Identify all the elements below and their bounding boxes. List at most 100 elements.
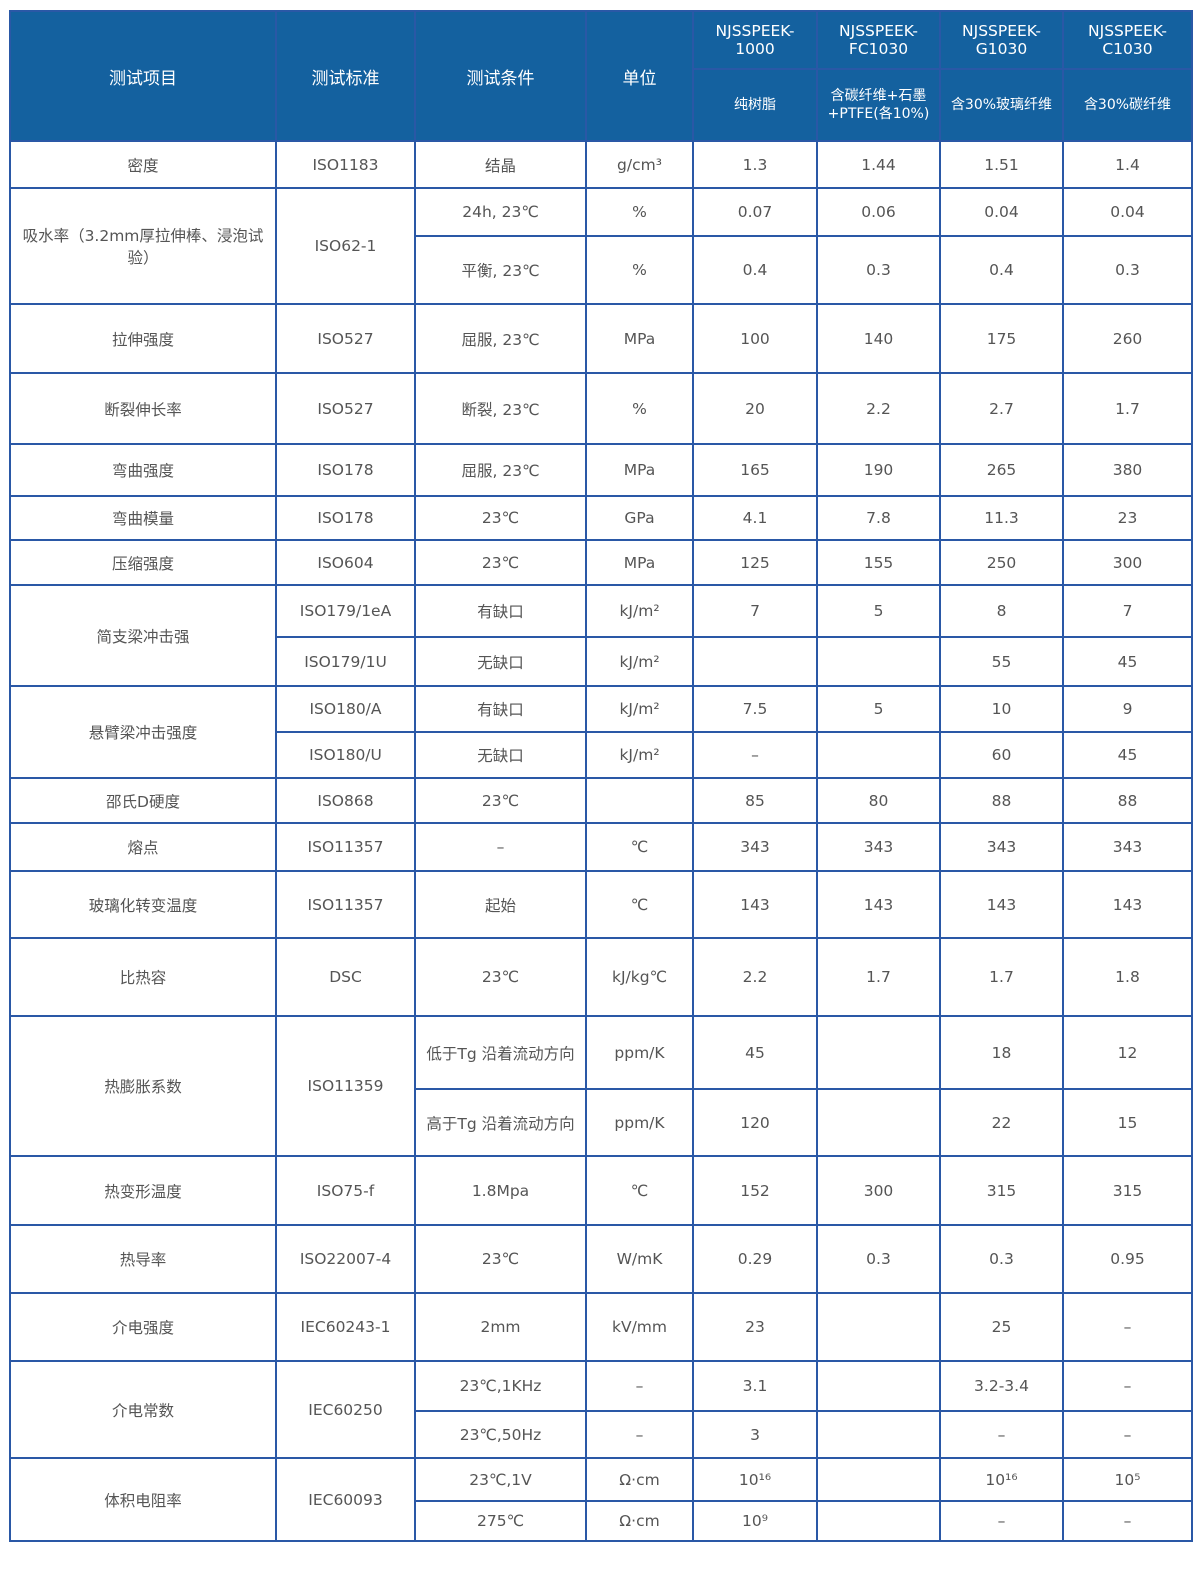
value-cell: 100 [692,303,818,374]
unit-cell: MPa [585,443,694,497]
unit-cell: Ω·cm [585,1457,694,1502]
table-row: 简支梁冲击强 ISO179/1eA 有缺口 kJ/m² 7 5 8 7 [9,584,1193,687]
table-row: 密度 ISO1183 结晶 g/cm³ 1.3 1.44 1.51 1.4 [9,140,1193,189]
header-grade-name: NJSSPEEK-1000 [692,10,818,70]
unit-cell: % [585,187,694,237]
value-cell: 1.7 [1062,372,1193,445]
value-cell [816,1410,941,1459]
value-cell: 7 [1062,584,1193,638]
value-cell: 4.1 [692,495,818,541]
header-item: 测试项目 [9,10,277,142]
standard-cell: ISO11359 [275,1015,416,1157]
value-cell: 10⁹ [692,1500,818,1542]
test-item-cell: 热膨胀系数 [9,1015,277,1157]
table-row: 拉伸强度 ISO527 屈服, 23℃ MPa 100 140 175 260 [9,303,1193,374]
header-unit: 单位 [585,10,694,142]
value-cell: – [939,1410,1064,1459]
value-cell: 260 [1062,303,1193,374]
unit-cell: kV/mm [585,1292,694,1362]
test-item-cell: 比热容 [9,937,277,1017]
value-cell: 165 [692,443,818,497]
header-condition: 测试条件 [414,10,587,142]
unit-cell: ℃ [585,870,694,939]
value-cell: 0.07 [692,187,818,237]
standard-cell: ISO527 [275,372,416,445]
value-cell: 0.95 [1062,1224,1193,1294]
test-item-cell: 热导率 [9,1224,277,1294]
value-cell: 0.4 [939,235,1064,305]
unit-cell: ppm/K [585,1015,694,1090]
value-cell: 3.1 [692,1360,818,1412]
standard-cell: ISO75-f [275,1155,416,1226]
table-row: 弯曲模量 ISO178 23℃ GPa 4.1 7.8 11.3 23 [9,495,1193,541]
test-item-cell: 弯曲强度 [9,443,277,497]
table-row: 体积电阻率 IEC60093 23℃,1V Ω·cm 10¹⁶ 10¹⁶ 10⁵ [9,1457,1193,1542]
table-row: 悬臂梁冲击强度 ISO180/A 有缺口 kJ/m² 7.5 5 10 9 [9,685,1193,779]
standard-cell: ISO868 [275,777,416,824]
value-cell: 5 [816,685,941,733]
condition-cell: 275℃ [414,1500,587,1542]
unit-cell [585,777,694,824]
value-cell: 25 [939,1292,1064,1362]
value-cell: 45 [1062,731,1193,779]
header-grade-name: NJSSPEEK-FC1030 [816,10,941,70]
test-item-cell: 弯曲模量 [9,495,277,541]
value-cell: 10⁵ [1062,1457,1193,1502]
table-row: 介电常数 IEC60250 23℃,1KHz –3.1 3.2-3.4– [9,1360,1193,1459]
value-cell: 265 [939,443,1064,497]
value-cell: 2.2 [816,372,941,445]
value-cell: 10 [939,685,1064,733]
value-cell: 343 [1062,822,1193,872]
value-cell: 18 [939,1015,1064,1090]
value-cell: 0.04 [939,187,1064,237]
condition-cell: 24h, 23℃ [414,187,587,237]
value-cell: 1.8 [1062,937,1193,1017]
value-cell: 2.7 [939,372,1064,445]
header-standard: 测试标准 [275,10,416,142]
value-cell: 3 [692,1410,818,1459]
value-cell: 140 [816,303,941,374]
test-item-cell: 熔点 [9,822,277,872]
table-row: 断裂伸长率 ISO527 断裂, 23℃% 20 2.2 2.7 1.7 [9,372,1193,445]
value-cell: 88 [1062,777,1193,824]
header-grade-name: NJSSPEEK-C1030 [1062,10,1193,70]
test-item-cell: 介电强度 [9,1292,277,1362]
standard-cell: ISO179/1eA [275,584,416,638]
header-grade-desc: 含碳纤维+石墨+PTFE(各10%) [816,68,941,142]
test-item-cell: 拉伸强度 [9,303,277,374]
value-cell: 55 [939,636,1064,687]
table-row: 高于Tg 沿着流动方向 ppm/K 120 22 15 [10,1088,1193,1157]
table-row: 热导率 ISO22007-4 23℃ W/mK 0.29 0.3 0.3 0.95 [9,1224,1193,1294]
table-row: 热膨胀系数 ISO11359 低于Tg 沿着流动方向 ppm/K 45 18 12 [9,1015,1193,1157]
properties-table: 测试项目 测试标准 测试条件 单位 NJSSPEEK-1000 NJSSPEEK… [9,10,1193,1542]
unit-cell: kJ/m² [585,636,694,687]
condition-cell: 有缺口 [414,685,587,733]
standard-cell: ISO11357 [275,870,416,939]
unit-cell: Ω·cm [585,1500,694,1542]
table-row: ISO180/U 无缺口 kJ/m² – 60 45 [10,731,1193,779]
value-cell: 1.7 [939,937,1064,1017]
unit-cell: MPa [585,303,694,374]
value-cell [816,1292,941,1362]
unit-cell: GPa [585,495,694,541]
value-cell: – [1062,1360,1193,1412]
value-cell: 12 [1062,1015,1193,1090]
table-row: 比热容 DSC 23℃ kJ/kg℃ 2.2 1.7 1.7 1.8 [9,937,1193,1017]
table-body: 密度 ISO1183 结晶 g/cm³ 1.3 1.44 1.51 1.4 吸水率（3.2mm厚… [9,140,1193,1542]
standard-cell: ISO1183 [275,140,416,189]
value-cell: 5 [816,584,941,638]
unit-cell: ℃ [585,822,694,872]
value-cell: 1.4 [1062,140,1193,189]
value-cell: 1.51 [939,140,1064,189]
standard-cell: ISO180/U [275,731,416,779]
value-cell: – [1062,1410,1193,1459]
value-cell [816,1088,941,1157]
value-cell: 190 [816,443,941,497]
unit-cell: % [585,372,694,445]
value-cell: 80 [816,777,941,824]
condition-cell: 结晶 [414,140,587,189]
test-item-cell: 简支梁冲击强 [9,584,277,687]
value-cell: 125 [692,539,818,586]
value-cell: – [1062,1500,1193,1542]
value-cell: 1.3 [692,140,818,189]
